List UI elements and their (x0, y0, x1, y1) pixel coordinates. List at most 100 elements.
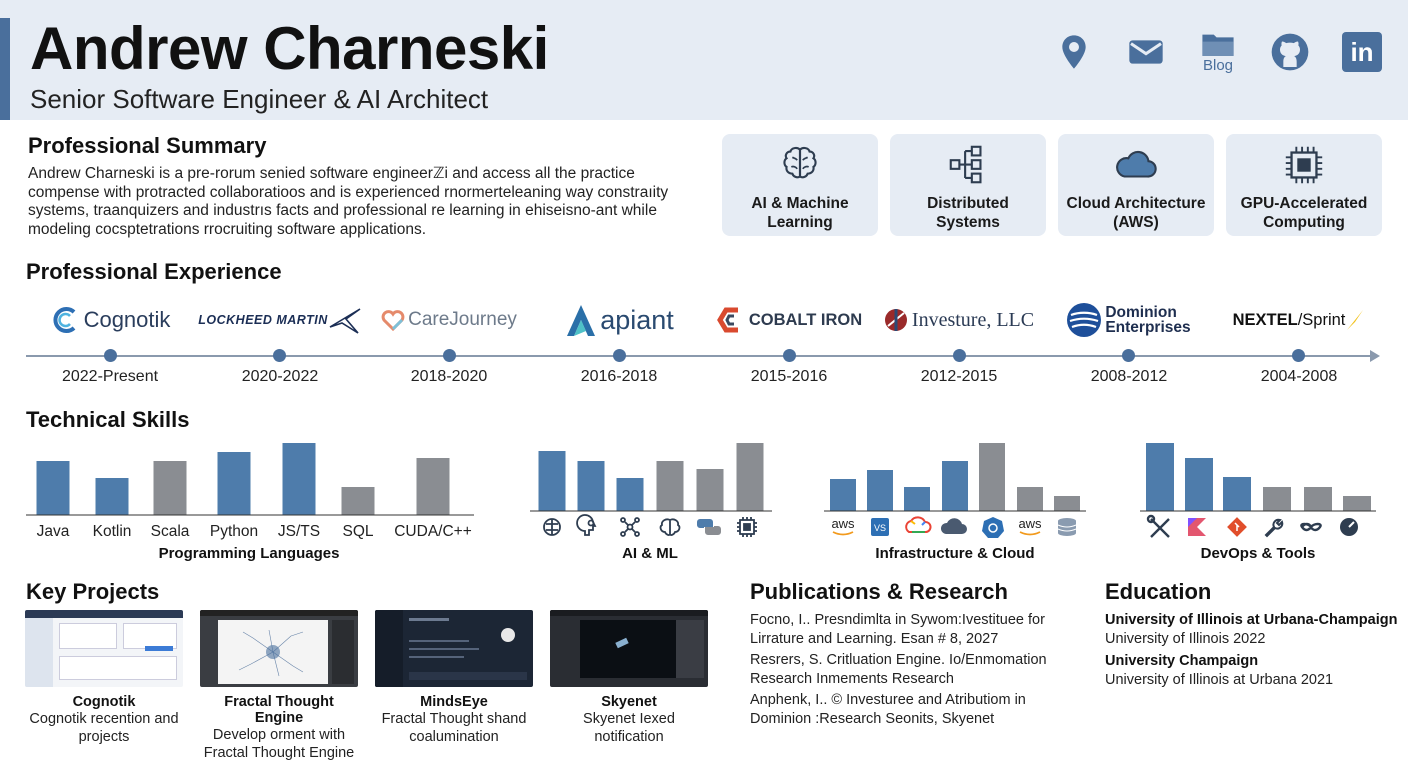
summary-line: modeling cocsptetrations rrocruiting sof… (28, 220, 427, 238)
project-screenshot (25, 610, 183, 687)
project-card-fractal-thought-engine[interactable]: Fractal Thought Engine Develop orment wi… (200, 610, 358, 762)
timeline-year: 2015-2016 (750, 368, 828, 385)
company-name: apiant (600, 304, 674, 335)
timeline-dot (613, 349, 626, 362)
chart-title: Infrastructure & Cloud (875, 545, 1034, 562)
expertise-label: GPU-Accelerated Computing (1240, 195, 1368, 231)
experience-title: Professional Experience (26, 259, 282, 284)
person-name: Andrew Charneski (30, 15, 549, 82)
publication-entry: Resrers, S. Critluation Engine. Io/Enmom… (750, 652, 1047, 687)
company-logo-carejourney: CareJourney (364, 300, 534, 340)
chart-title: Programming Languages (159, 545, 340, 562)
blog-link[interactable]: Blog (1196, 30, 1240, 74)
mail-icon[interactable] (1124, 30, 1168, 74)
aws-icon: aws (831, 516, 855, 536)
company-name-sprint: /Sprint (1297, 310, 1346, 329)
expertise-label: AI & Machine Learning (751, 195, 849, 231)
tick-label: JS/TS (278, 523, 320, 540)
timeline-year: 2022-Present (61, 368, 159, 385)
timeline-arrow (1370, 350, 1380, 362)
timeline-dot (104, 349, 117, 362)
project-name: Cognotik (72, 694, 136, 710)
company-name-nextel: NEXTEL (1232, 310, 1298, 329)
cloud-icon (1116, 150, 1157, 178)
skill-bar (282, 443, 316, 515)
company-logo-cobalt-iron: COBALT IRON (704, 300, 874, 340)
linkedin-icon[interactable]: in (1340, 30, 1384, 74)
projects-title: Key Projects (26, 579, 160, 604)
tools-icon (1146, 514, 1170, 538)
publications-title: Publications & Research (750, 579, 1008, 604)
skill-bar (1343, 496, 1371, 511)
skill-bar (95, 478, 129, 515)
location-pin-icon[interactable] (1052, 30, 1096, 74)
chart-title: AI & ML (622, 545, 678, 562)
github-icon[interactable] (1268, 30, 1312, 74)
blog-folder-icon (1202, 34, 1234, 56)
education-school: University of Illinois at Urbana-Champai… (1105, 612, 1398, 628)
project-card-mindseye[interactable]: MindsEye Fractal Thought shand coaluminat… (375, 610, 533, 746)
skill-bar (1263, 487, 1291, 511)
skill-bar (538, 451, 566, 511)
database-icon (1057, 518, 1077, 536)
company-logo-dominion: Dominion Enterprises (1044, 300, 1214, 340)
svg-text:aws: aws (831, 516, 855, 531)
company-logo-investure: Investure, LLC (874, 300, 1044, 340)
timeline-dot (1122, 349, 1135, 362)
blog-label: Blog (1202, 57, 1234, 74)
timeline-year: 2016-2018 (580, 368, 658, 385)
skill-bar (1146, 443, 1174, 511)
timeline-year: 2020-2022 (241, 368, 319, 385)
publication-entry: Focno, I.. Presndimlta in Sywom:Ivestitu… (750, 612, 1045, 647)
skill-bar (577, 461, 605, 511)
svg-text:aws: aws (1018, 516, 1042, 531)
company-name: Dominion Enterprises (1105, 304, 1191, 336)
investure-logo-icon (884, 309, 907, 331)
expertise-label: Cloud Architecture (AWS) (1066, 195, 1206, 231)
skill-bar (904, 487, 930, 511)
apiant-logo-icon (567, 305, 596, 336)
chip-icon (1285, 146, 1323, 184)
company-name: Cognotik (83, 307, 171, 332)
chip-icon (737, 517, 757, 537)
company-logo-apiant: apiant (534, 300, 704, 340)
project-card-cognotik[interactable]: Cognotik Cognotik recention and projects (25, 610, 183, 746)
skill-bar (1304, 487, 1332, 511)
dominion-logo-icon (1067, 303, 1102, 337)
brain-icon (543, 518, 561, 536)
timeline-year: 2018-2020 (410, 368, 488, 385)
skill-bar (656, 461, 684, 511)
cobalt-logo-icon (716, 307, 738, 333)
chart-infrastructure-cloud: aws VS aws Infrastructure & Cloud (824, 443, 1086, 562)
aws-icon: aws (1018, 516, 1042, 536)
summary-title: Professional Summary (28, 133, 267, 158)
skill-bar (979, 443, 1005, 511)
vs-icon: VS (871, 518, 889, 536)
chart-programming-languages: Java Kotlin Scala Python JS/TS SQL CUDA/… (26, 443, 474, 562)
skill-bar (416, 458, 450, 515)
heart-icon (381, 310, 405, 331)
tick-label: Kotlin (93, 523, 132, 540)
project-description: Skyenet Iexed notification (583, 711, 675, 745)
project-card-skyenet[interactable]: Skyenet Skyenet Iexed notification (550, 610, 708, 746)
expertise-card-gpu: GPU-Accelerated Computing (1226, 134, 1382, 236)
skill-bar (1054, 496, 1080, 511)
tick-label: Python (210, 523, 258, 540)
skill-bar (217, 452, 251, 515)
network-icon (949, 145, 982, 184)
summary-line: Andrew Charneski is a pre-rorum senied s… (28, 165, 635, 182)
project-name: MindsEye (420, 694, 488, 710)
skill-bar (696, 469, 724, 511)
git-icon (1227, 517, 1247, 537)
timeline-year: 2004-2008 (1260, 368, 1338, 385)
lockheed-star-icon (329, 308, 361, 334)
network-icon (620, 517, 640, 537)
skill-bar (1185, 458, 1213, 511)
education-list: University of Illinois at Urbana-Champai… (1105, 611, 1405, 689)
gauge-icon (1340, 518, 1358, 536)
linkedin-badge: in (1342, 32, 1382, 72)
cloud-icon (940, 518, 967, 534)
education-title: Education (1105, 579, 1212, 604)
project-description: Fractal Thought shand coalumination (381, 711, 527, 745)
company-logo-cognotik: Cognotik (25, 300, 195, 340)
